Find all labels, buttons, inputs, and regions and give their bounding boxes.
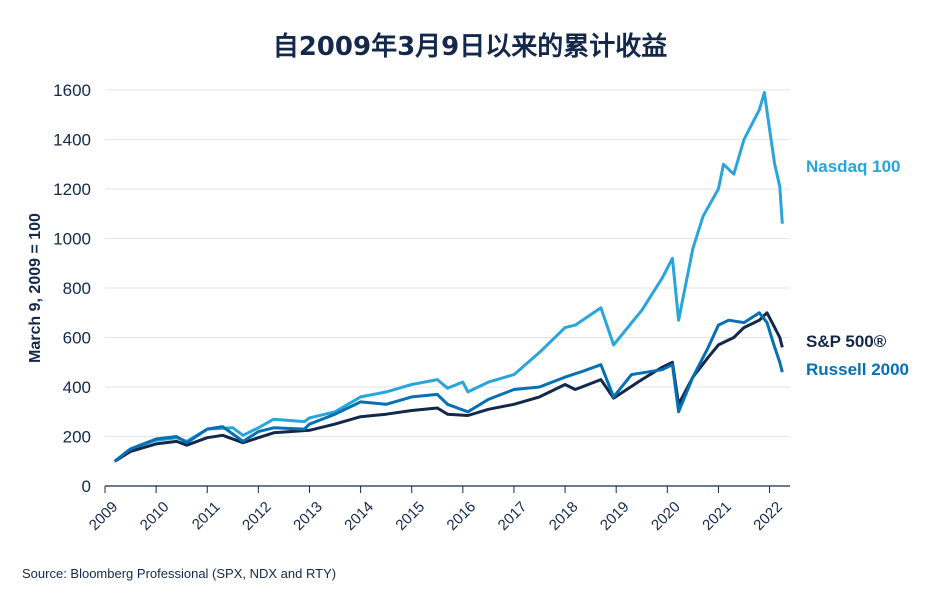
x-tick-label: 2009 xyxy=(86,498,122,534)
grid-lines xyxy=(105,89,790,487)
x-tick-label: 2012 xyxy=(239,498,275,534)
y-tick-label: 800 xyxy=(63,279,91,298)
x-tick-label: 2011 xyxy=(189,498,224,533)
series-lines xyxy=(113,91,784,463)
y-tick-label: 1200 xyxy=(53,180,91,199)
y-tick-label: 200 xyxy=(63,428,91,447)
x-tick-label: 2016 xyxy=(444,498,480,534)
source-note: Source: Bloomberg Professional (SPX, NDX… xyxy=(22,566,337,581)
series-line xyxy=(113,311,784,463)
x-tick-label: 2010 xyxy=(137,498,173,534)
x-tick-label: 2017 xyxy=(495,498,531,534)
y-tick-label: 600 xyxy=(63,329,91,348)
x-tick-label: 2019 xyxy=(597,498,633,534)
y-axis-title: March 9, 2009 = 100 xyxy=(27,213,44,363)
x-tick-label: 2018 xyxy=(546,498,582,534)
series-label: Russell 2000 xyxy=(806,360,909,379)
chart-title: 自2009年3月9日以来的累计收益 xyxy=(272,32,668,62)
y-tick-label: 1600 xyxy=(53,81,91,100)
y-tick-label: 1000 xyxy=(53,230,91,249)
series-label: S&P 500® xyxy=(806,332,887,351)
series-label: Nasdaq 100 xyxy=(806,157,901,176)
series-labels: Nasdaq 100 S&P 500® Russell 2000 xyxy=(806,157,909,379)
x-tick-label: 2015 xyxy=(392,498,428,534)
x-tick-label: 2013 xyxy=(290,498,326,534)
y-tick-label: 1400 xyxy=(53,131,91,150)
x-tick-label: 2022 xyxy=(750,498,786,534)
x-tick-label: 2021 xyxy=(699,498,735,534)
x-axis-ticks: 2009 2010 2011 2012 2013 2014 2015 2016 2017 2018… xyxy=(86,486,786,534)
y-tick-label: 400 xyxy=(63,378,91,397)
series-line xyxy=(113,91,784,463)
y-axis-ticks: 0 200 400 600 800 1000 1200 1400 1600 xyxy=(53,81,91,496)
series-line xyxy=(113,311,784,463)
x-tick-label: 2020 xyxy=(648,498,684,534)
x-tick-label: 2014 xyxy=(341,498,377,534)
y-tick-label: 0 xyxy=(82,477,91,496)
